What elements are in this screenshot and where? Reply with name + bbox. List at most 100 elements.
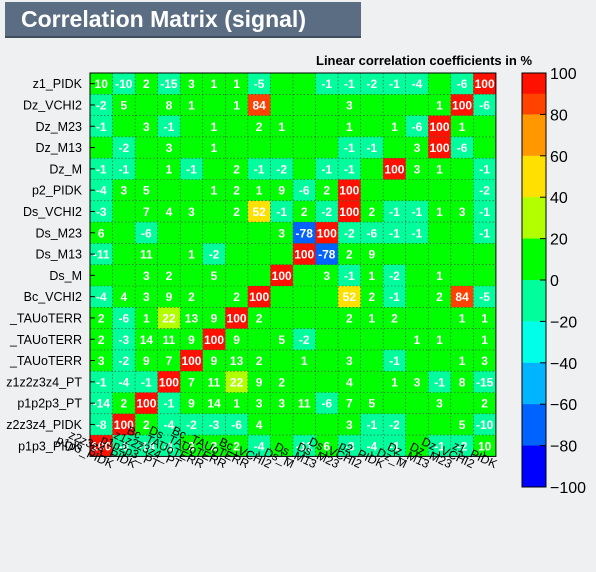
cell-value-label: -4: [412, 77, 423, 91]
cell-value-label: 1: [166, 162, 173, 176]
cell-value-label: -1: [434, 375, 445, 389]
colorbar-tick-label: −80: [550, 439, 577, 456]
row-label: Bc_VCHI2: [24, 290, 82, 304]
heatmap-cell: [247, 158, 271, 180]
cell-value-label: 1: [256, 184, 263, 198]
row-label: Ds_M13: [35, 248, 82, 262]
cell-value-label: 6: [323, 439, 330, 453]
heatmap-cell: [473, 73, 496, 95]
heatmap-cell: [338, 73, 361, 95]
cell-value-label: 2: [233, 439, 240, 453]
cell-value-label: -1: [389, 205, 400, 219]
heatmap-cell: [315, 392, 339, 414]
colorbar-segment: [522, 238, 546, 260]
cell-value-label: 1: [188, 98, 195, 112]
heatmap-cell: [450, 136, 474, 159]
cell-value-label: 3: [346, 418, 353, 432]
heatmap-cell: [90, 371, 113, 393]
heatmap-cell: [473, 94, 496, 116]
cell-value-label: 13: [185, 311, 199, 325]
heatmap-cell: [315, 200, 339, 223]
heatmap-cell: [338, 264, 361, 286]
colorbar-segment: [522, 362, 546, 384]
cell-value-label: -1: [479, 162, 490, 176]
cell-value-label: 9: [188, 333, 195, 347]
cell-value-label: 2: [120, 397, 127, 411]
heatmap-cell: [270, 264, 293, 286]
cell-value-label: -6: [231, 418, 242, 432]
heatmap-cell: [360, 413, 384, 436]
matrix-frame: [89, 72, 497, 457]
heatmap-cell: [112, 435, 136, 457]
row-label: Dz_M23: [35, 120, 82, 134]
heatmap-cell: [473, 371, 496, 393]
cell-value-label: 3: [98, 354, 105, 368]
heatmap-cell: [473, 413, 496, 436]
heatmap-cell: [112, 413, 136, 436]
heatmap-cell: [90, 392, 113, 414]
cell-value-label: 5: [369, 397, 376, 411]
cell-value-label: -1: [344, 77, 355, 91]
cell-value-label: 1: [436, 98, 443, 112]
colorbar-tick-label: −60: [550, 397, 577, 414]
heatmap-cell: [383, 200, 406, 223]
cell-value-label: 9: [188, 397, 195, 411]
cell-value-label: 84: [252, 98, 266, 112]
colorbar-segment: [522, 383, 546, 405]
heatmap-cell: [383, 286, 406, 308]
cell-value-label: 100: [339, 205, 359, 219]
colorbar-segment: [522, 404, 546, 426]
cell-value-label: 3: [256, 397, 263, 411]
heatmap-cell: [405, 200, 429, 223]
heatmap-cell: [112, 328, 136, 350]
cell-value-label: 100: [475, 77, 495, 91]
heatmap-cell: [383, 413, 406, 436]
heatmap-cell: [270, 200, 293, 223]
heatmap-cell: [112, 158, 136, 180]
heatmap-cell: [360, 435, 384, 457]
heatmap-cell: [90, 94, 113, 116]
cell-value-label: 3: [143, 290, 150, 304]
cell-value-label: -15: [160, 77, 178, 91]
heatmap-cell: [90, 200, 113, 223]
cell-value-label: -5: [254, 77, 265, 91]
cell-value-label: -14: [93, 397, 111, 411]
heatmap-cell: [90, 286, 113, 308]
colorbar-segment: [522, 424, 546, 447]
cell-value-label: 4: [120, 290, 127, 304]
cell-value-label: 2: [346, 248, 353, 262]
cell-value-label: -3: [96, 205, 107, 219]
heatmap-cell: [90, 158, 113, 180]
cell-value-label: 7: [188, 375, 195, 389]
cell-value-label: -1: [164, 439, 175, 453]
row-label: z1z2z3z4_PT: [6, 375, 82, 389]
cell-value-label: -78: [318, 248, 336, 262]
heatmap-cell: [225, 307, 248, 329]
cell-value-label: -1: [367, 141, 378, 155]
heatmap-cell: [90, 115, 113, 137]
heatmap-cell: [338, 200, 361, 223]
cell-value-label: -4: [96, 184, 107, 198]
cell-value-label: -2: [209, 248, 220, 262]
heatmap-cell: [292, 328, 316, 350]
heatmap-cell: [112, 307, 136, 329]
heatmap-cell: [135, 222, 158, 244]
cell-value-label: -11: [93, 248, 110, 262]
cell-value-label: 2: [369, 205, 376, 219]
heatmap-cell: [428, 136, 451, 159]
cell-value-label: 1: [233, 397, 240, 411]
heatmap-cell: [157, 392, 181, 414]
cell-value-label: 1: [436, 205, 443, 219]
heatmap-cell: [157, 371, 181, 393]
cell-value-label: -14: [138, 439, 156, 453]
heatmap-cell: [135, 435, 158, 457]
colorbar-segment: [522, 176, 546, 198]
heatmap-cell: [383, 158, 406, 180]
cell-value-label: -1: [389, 354, 400, 368]
heatmap-cell: [428, 371, 451, 393]
cell-value-label: -6: [321, 397, 332, 411]
cell-value-label: 3: [323, 269, 330, 283]
row-label: z1_PIDK: [33, 77, 83, 91]
row-label: Ds_M: [49, 269, 82, 283]
cell-value-label: -10: [476, 418, 494, 432]
